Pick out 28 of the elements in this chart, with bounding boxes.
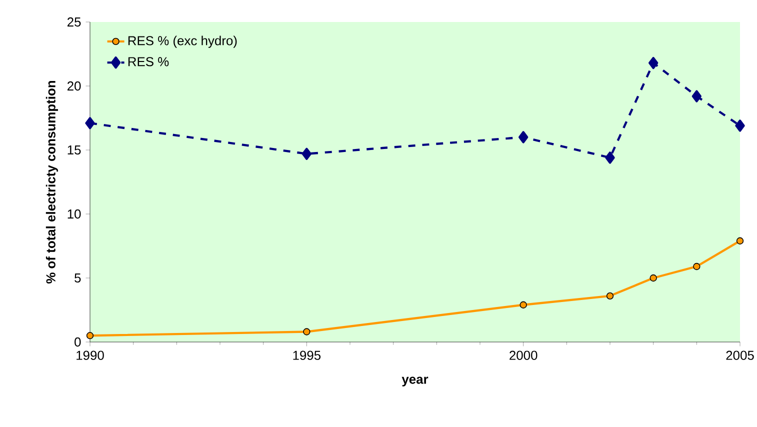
point [606,292,614,300]
x-tick-label: 2000 [510,350,538,360]
y-tick-label: 25 [68,17,81,27]
point [303,328,310,336]
y-tick-label: 10 [68,209,81,219]
x-tick-label: 2005 [726,350,754,360]
point [735,120,745,132]
x-tick-label: 1995 [293,350,321,360]
point [86,332,94,340]
point [650,274,657,282]
x-axis-title: year [402,376,428,386]
y-tick-label: 0 [74,337,81,347]
y-axis-title: % of total electricty consumption [46,80,58,284]
y-tick-label: 15 [68,145,81,155]
y-tick-label: 20 [68,81,81,91]
legend-label: RES % [128,57,169,66]
point [693,262,700,270]
x-tick-label: 1990 [76,350,104,360]
y-tick-label: 5 [74,273,81,283]
point [692,90,702,102]
point [605,152,615,164]
point [520,301,527,308]
point [736,237,744,244]
point [85,117,95,130]
point [518,131,528,144]
point [302,148,312,160]
point [648,56,658,70]
legend-label: RES % (exc hydro) [128,36,237,48]
